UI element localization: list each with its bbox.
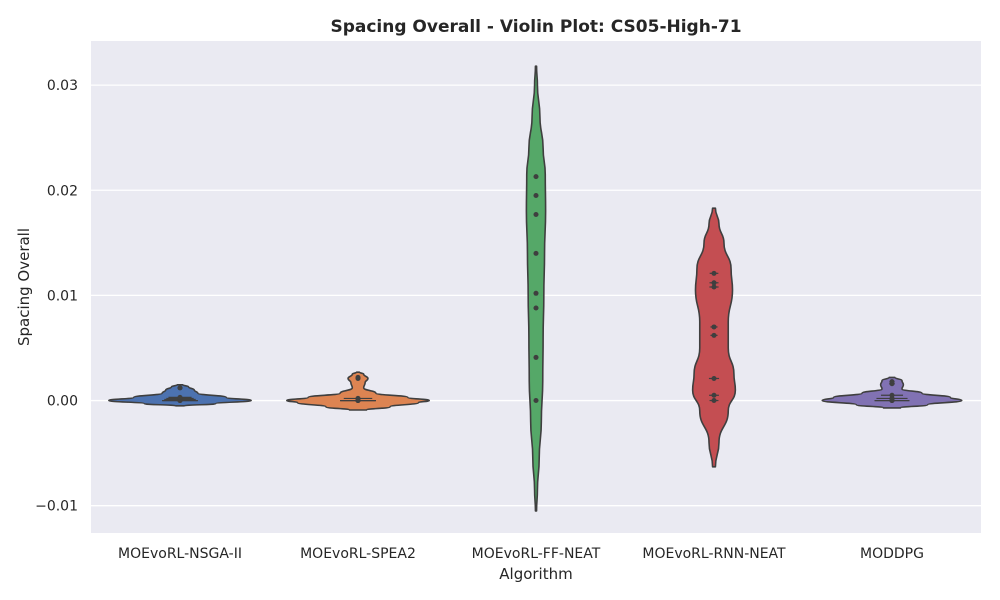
violin-moevorl-spea2 bbox=[286, 371, 430, 411]
x-tick-label: MODDPG bbox=[860, 546, 924, 562]
y-axis-label: Spacing Overall bbox=[15, 228, 33, 346]
x-tick-label: MOEvoRL-NSGA-II bbox=[118, 546, 242, 562]
violin-body bbox=[821, 376, 963, 409]
observation-point bbox=[711, 375, 717, 381]
observation-point bbox=[711, 280, 717, 286]
violin-moevorl-rnn-neat bbox=[691, 207, 737, 468]
violin-moevorl-nsga-ii bbox=[108, 383, 252, 407]
observation-point bbox=[355, 395, 361, 401]
x-tick-label: MOEvoRL-FF-NEAT bbox=[472, 546, 601, 562]
observation-point bbox=[533, 250, 539, 256]
violin-body bbox=[525, 65, 547, 512]
violin-moevorl-ff-neat bbox=[525, 65, 547, 512]
observation-point bbox=[533, 174, 539, 180]
y-tick-label: 0.01 bbox=[47, 288, 78, 304]
observation-point bbox=[533, 290, 539, 296]
observation-point bbox=[533, 398, 539, 404]
y-tick-label: 0.00 bbox=[47, 394, 78, 410]
observation-point bbox=[711, 270, 717, 276]
observation-point bbox=[711, 392, 717, 398]
observation-point bbox=[889, 379, 895, 385]
x-tick-label: MOEvoRL-SPEA2 bbox=[300, 546, 416, 562]
y-tick-label: 0.03 bbox=[47, 78, 78, 94]
violin-body bbox=[286, 371, 430, 411]
observation-point bbox=[533, 211, 539, 217]
y-axis-ticks: −0.01 0.00 0.01 0.02 0.03 bbox=[35, 78, 78, 515]
chart-title: Spacing Overall - Violin Plot: CS05-High… bbox=[330, 17, 741, 37]
observation-point bbox=[533, 354, 539, 360]
observation-point bbox=[177, 394, 183, 400]
observation-point bbox=[533, 193, 539, 199]
observation-point bbox=[889, 392, 895, 398]
observation-point bbox=[711, 324, 717, 330]
x-axis-label: Algorithm bbox=[499, 565, 572, 583]
y-tick-label: −0.01 bbox=[35, 499, 78, 515]
x-tick-label: MOEvoRL-RNN-NEAT bbox=[642, 546, 786, 562]
x-axis-ticks: MOEvoRL-NSGA-II MOEvoRL-SPEA2 MOEvoRL-FF-N… bbox=[118, 546, 924, 562]
violin-moddpg bbox=[821, 376, 963, 409]
violins bbox=[108, 65, 963, 512]
observation-point bbox=[711, 284, 717, 290]
observation-point bbox=[711, 332, 717, 338]
observation-point bbox=[177, 385, 183, 391]
y-tick-label: 0.02 bbox=[47, 183, 78, 199]
observation-point bbox=[355, 374, 361, 380]
observation-point bbox=[533, 305, 539, 311]
observation-point bbox=[711, 398, 717, 404]
